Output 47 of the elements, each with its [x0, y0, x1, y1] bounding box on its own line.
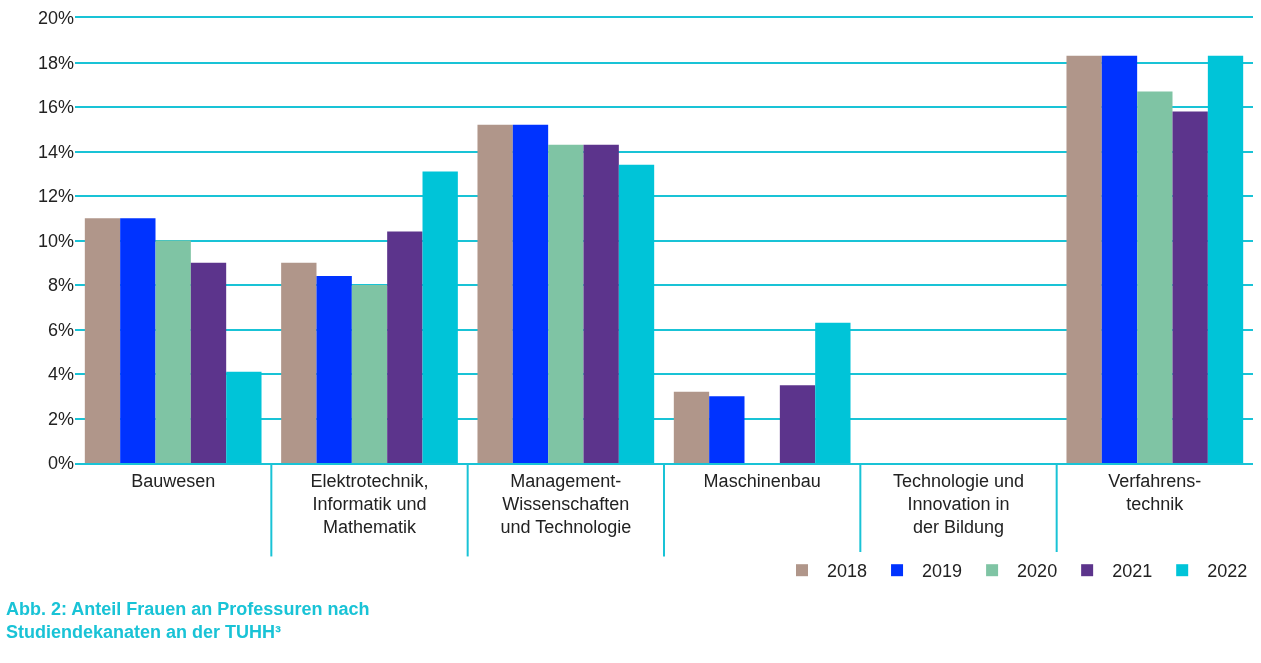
bar — [190, 262, 227, 463]
legend-label: 2019 — [922, 561, 963, 582]
x-tick-label: Management- Wissenschaften und Technologie — [500, 470, 632, 538]
bar — [1207, 55, 1244, 463]
y-tick-label: 4% — [47, 364, 74, 385]
y-tick-label: 8% — [47, 275, 74, 296]
bar — [1066, 55, 1102, 463]
bar — [84, 218, 121, 463]
y-tick-label: 2% — [47, 408, 74, 429]
y-tick-label: 20% — [37, 8, 74, 29]
bar — [351, 285, 388, 463]
y-tick-label: 6% — [47, 319, 74, 340]
bar — [422, 171, 458, 463]
bar — [1137, 91, 1173, 463]
bar — [815, 322, 851, 463]
bar — [1172, 111, 1208, 463]
bar — [387, 231, 423, 463]
bar — [477, 124, 513, 463]
bar — [120, 218, 156, 463]
legend-label: 2021 — [1112, 561, 1153, 582]
x-tick-label: Elektrotechnik, Informatik und Mathematik — [310, 470, 429, 538]
bar — [709, 396, 745, 463]
bar — [583, 144, 619, 463]
bar — [155, 240, 191, 463]
x-tick-label: Technologie und Innovation in der Bildung — [892, 470, 1025, 538]
y-tick-label: 12% — [37, 186, 74, 207]
bar — [779, 385, 816, 463]
bar — [673, 391, 710, 463]
x-tick-label: Verfahrens- technik — [1108, 470, 1202, 514]
text: Abb. 2: Anteil Frauen an Professuren nach Studiendekanaten an der TUHH³ — [6, 599, 370, 643]
bar — [226, 371, 262, 463]
bar — [281, 262, 317, 463]
bar — [618, 164, 655, 463]
x-tick-label: Bauwesen — [131, 470, 216, 491]
legend-label: 2018 — [827, 561, 868, 582]
bar — [1101, 55, 1138, 463]
bar — [512, 124, 549, 463]
y-tick-label: 14% — [37, 141, 74, 162]
y-tick-label: 10% — [37, 230, 74, 251]
y-tick-label: 0% — [47, 453, 74, 474]
legend-label: 2020 — [1017, 561, 1058, 582]
y-tick-label: 16% — [37, 97, 74, 118]
legend-label: 2022 — [1207, 561, 1248, 582]
y-tick-label: 18% — [37, 52, 74, 73]
bar — [316, 276, 352, 463]
bar — [548, 144, 584, 463]
x-tick-label: Maschinenbau — [703, 470, 821, 491]
